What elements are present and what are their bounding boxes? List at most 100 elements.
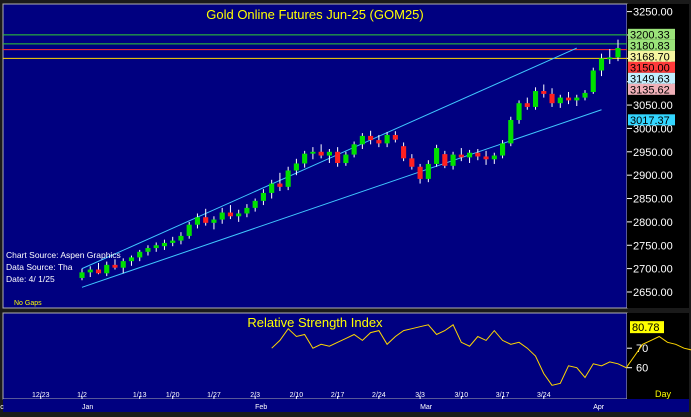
candle-body-down xyxy=(483,156,489,160)
candle-body-up xyxy=(607,57,613,60)
x-month-label: Feb xyxy=(255,404,267,411)
candle-body-down xyxy=(376,140,382,144)
candle-body-up xyxy=(104,264,110,274)
candle-body-up xyxy=(137,251,143,258)
candle-body-down xyxy=(475,152,481,157)
candle-body-down xyxy=(417,166,423,179)
candle-body-down xyxy=(458,154,464,158)
candle-body-up xyxy=(384,134,390,144)
price-label-box xyxy=(628,61,675,73)
price-label-text: 3150.00 xyxy=(630,62,670,74)
x-date-label: 2/3 xyxy=(250,392,260,399)
price-label-box xyxy=(628,50,675,62)
x-date-label: 2/10 xyxy=(290,392,304,399)
candle-body-up xyxy=(425,163,431,179)
rsi-tick-label: 70 xyxy=(636,343,648,355)
y-tick-label: 2700.00 xyxy=(633,264,673,276)
candle-body-up xyxy=(326,151,332,156)
source-line-1: Chart Source: Aspen Graphics xyxy=(6,250,121,260)
x-date-label: 1/2 xyxy=(77,392,87,399)
candle-body-up xyxy=(499,143,506,156)
candle-body-down xyxy=(368,135,374,141)
x-date-label: 1/20 xyxy=(166,392,180,399)
y-tick-label: 2800.00 xyxy=(633,217,673,229)
candle-body-down xyxy=(277,183,283,187)
candle-body-up xyxy=(310,151,316,154)
x-date-label: 3/3 xyxy=(415,392,425,399)
candle-body-up xyxy=(359,135,365,145)
x-date-label: 3/24 xyxy=(537,392,551,399)
y-tick-label: 2850.00 xyxy=(633,194,673,206)
candle-body-up xyxy=(285,170,291,187)
candle-body-up xyxy=(343,154,349,164)
candle-body-up xyxy=(293,163,299,171)
x-month-label: Jan xyxy=(82,404,93,411)
x-date-label: 2/17 xyxy=(331,392,345,399)
candle-body-up xyxy=(434,148,440,164)
price-label-box xyxy=(628,72,675,84)
y-tick-label: 3050.00 xyxy=(633,100,673,112)
price-label-text: 3168.70 xyxy=(630,51,670,63)
candle-body-up xyxy=(269,183,275,193)
y-tick-label: 2650.00 xyxy=(633,287,673,299)
candle-body-down xyxy=(392,134,398,140)
candle-body-up xyxy=(186,224,192,236)
candle-body-up xyxy=(170,240,176,243)
price-label-text: 3180.83 xyxy=(630,40,670,52)
rsi-current-box xyxy=(630,321,664,334)
candle-body-up xyxy=(153,245,159,249)
candle-body-down xyxy=(203,217,209,223)
candle-body-up xyxy=(598,58,605,71)
candle-body-up xyxy=(120,261,126,268)
rsi-current-label: 80.78 xyxy=(632,322,660,334)
x-date-label: 1/27 xyxy=(207,392,221,399)
candle-body-up xyxy=(211,219,217,223)
chart-title: Gold Online Futures Jun-25 (GOM25) xyxy=(206,7,423,22)
y-tick-label: 3000.00 xyxy=(633,123,673,135)
candle-body-down xyxy=(442,154,448,166)
candle-body-up xyxy=(252,200,258,208)
x-month-label: Apr xyxy=(593,404,605,411)
candle-body-down xyxy=(401,146,407,159)
candle-body-up xyxy=(244,207,250,214)
y-tick-label: 2900.00 xyxy=(633,170,673,182)
candle-body-up xyxy=(260,192,266,201)
candle-body-down xyxy=(227,212,233,217)
date-axis-band xyxy=(3,399,689,412)
price-label-text: 3135.62 xyxy=(630,84,670,96)
candle-body-down xyxy=(565,97,572,101)
candle-body-up xyxy=(128,257,135,262)
candle-body-down xyxy=(335,151,341,164)
candle-body-up xyxy=(467,152,473,158)
candle-body-up xyxy=(508,120,514,144)
candle-body-up xyxy=(302,153,308,164)
candle-body-up xyxy=(161,242,168,247)
y-tick-label: 2950.00 xyxy=(633,147,673,159)
x-date-label: 2/24 xyxy=(372,392,386,399)
candle-body-up xyxy=(145,248,151,252)
x-month-label: Dec xyxy=(0,404,4,411)
candle-body-up xyxy=(491,155,497,160)
candle-body-up xyxy=(450,154,456,166)
price-label-box xyxy=(628,83,675,95)
x-date-label: 3/17 xyxy=(496,392,510,399)
candle-body-down xyxy=(524,103,530,107)
price-label-box xyxy=(628,114,675,126)
period-label: Day xyxy=(655,389,672,399)
candle-body-up xyxy=(219,212,225,220)
candle-body-up xyxy=(574,97,580,101)
candle-body-down xyxy=(549,93,555,104)
channel-lower-line xyxy=(81,109,602,288)
y-tick-label: 2750.00 xyxy=(633,240,673,252)
candle-body-down xyxy=(409,158,415,167)
candle-body-up xyxy=(79,272,85,278)
candle-body-up xyxy=(87,269,93,273)
candle-body-up xyxy=(615,48,621,58)
candle-body-up xyxy=(236,213,242,217)
x-month-label: Mar xyxy=(420,404,433,411)
price-label-box xyxy=(628,28,675,40)
candle-body-up xyxy=(557,97,563,104)
rsi-line xyxy=(271,324,691,386)
